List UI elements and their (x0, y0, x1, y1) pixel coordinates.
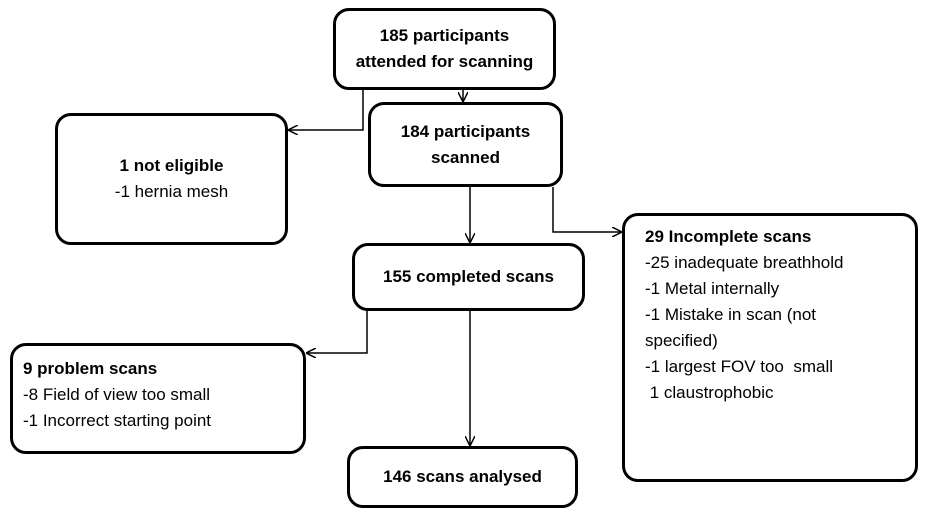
node-title: 1 not eligible (119, 156, 224, 175)
node: 184 participants scanned (368, 102, 563, 187)
node-title: 155 completed scans (382, 267, 555, 286)
node: 1 not eligible -1 hernia mesh (55, 113, 288, 245)
node-line: -25 inadequate breathhold (645, 253, 844, 272)
node-line: -1 largest FOV too small (645, 357, 834, 376)
node-line: -1 hernia mesh (114, 182, 229, 201)
node-title: 146 scans analysed (383, 467, 542, 486)
node-line: -1 Incorrect starting point (23, 411, 212, 430)
node-line: -1 Metal internally (645, 279, 780, 298)
node-title: 185 participants (379, 26, 510, 45)
node-line: specified) (645, 331, 718, 350)
node-title: 29 Incomplete scans (645, 227, 812, 246)
node: 29 Incomplete scans -25 inadequate breat… (622, 213, 918, 482)
node-title: 184 participants (400, 121, 531, 141)
node: 185 participants attended for scanning (333, 8, 556, 90)
arrow (307, 311, 368, 353)
node-title: scanned (431, 147, 500, 167)
node: 146 scans analysed (347, 446, 578, 508)
node: 155 completed scans (352, 243, 585, 311)
node-title: 9 problem scans (23, 359, 158, 378)
node-line: -8 Field of view too small (23, 385, 211, 404)
node-line: 1 claustrophobic (645, 383, 774, 402)
node: 9 problem scans -8 Field of view too sma… (10, 343, 306, 454)
arrow (552, 187, 621, 232)
arrow (289, 90, 364, 130)
node-title: attended for scanning (355, 52, 534, 71)
node-line: -1 Mistake in scan (not (645, 305, 817, 324)
